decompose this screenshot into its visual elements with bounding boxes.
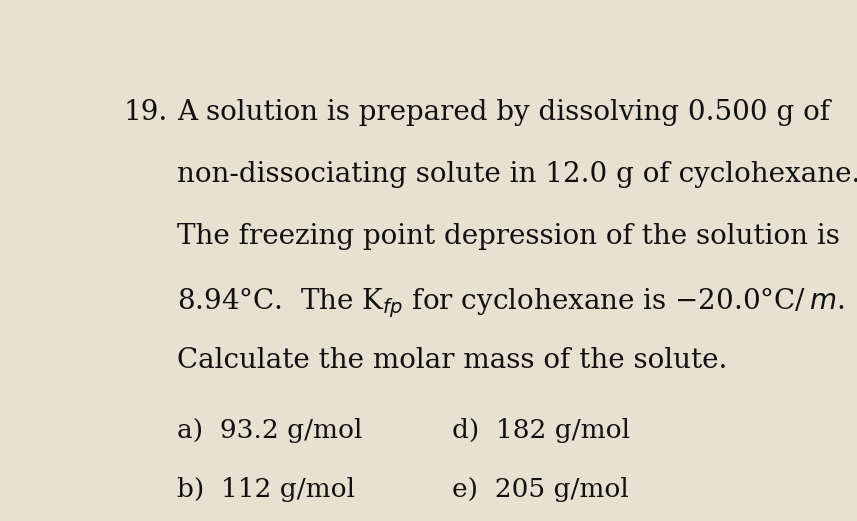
- Text: d)  182 g/mol: d) 182 g/mol: [452, 417, 631, 442]
- Text: 19.: 19.: [123, 98, 168, 126]
- Text: e)  205 g/mol: e) 205 g/mol: [452, 477, 629, 502]
- Text: Calculate the molar mass of the solute.: Calculate the molar mass of the solute.: [177, 348, 728, 375]
- Text: 8.94°C.  The K$_{fp}$ for cyclohexane is −20.0°C/ $m$.: 8.94°C. The K$_{fp}$ for cyclohexane is …: [177, 285, 845, 320]
- Text: The freezing point depression of the solution is: The freezing point depression of the sol…: [177, 223, 840, 250]
- Text: A solution is prepared by dissolving 0.500 g of: A solution is prepared by dissolving 0.5…: [177, 98, 830, 126]
- Text: a)  93.2 g/mol: a) 93.2 g/mol: [177, 417, 363, 442]
- Text: non-dissociating solute in 12.0 g of cyclohexane.: non-dissociating solute in 12.0 g of cyc…: [177, 161, 857, 188]
- Text: b)  112 g/mol: b) 112 g/mol: [177, 477, 355, 502]
